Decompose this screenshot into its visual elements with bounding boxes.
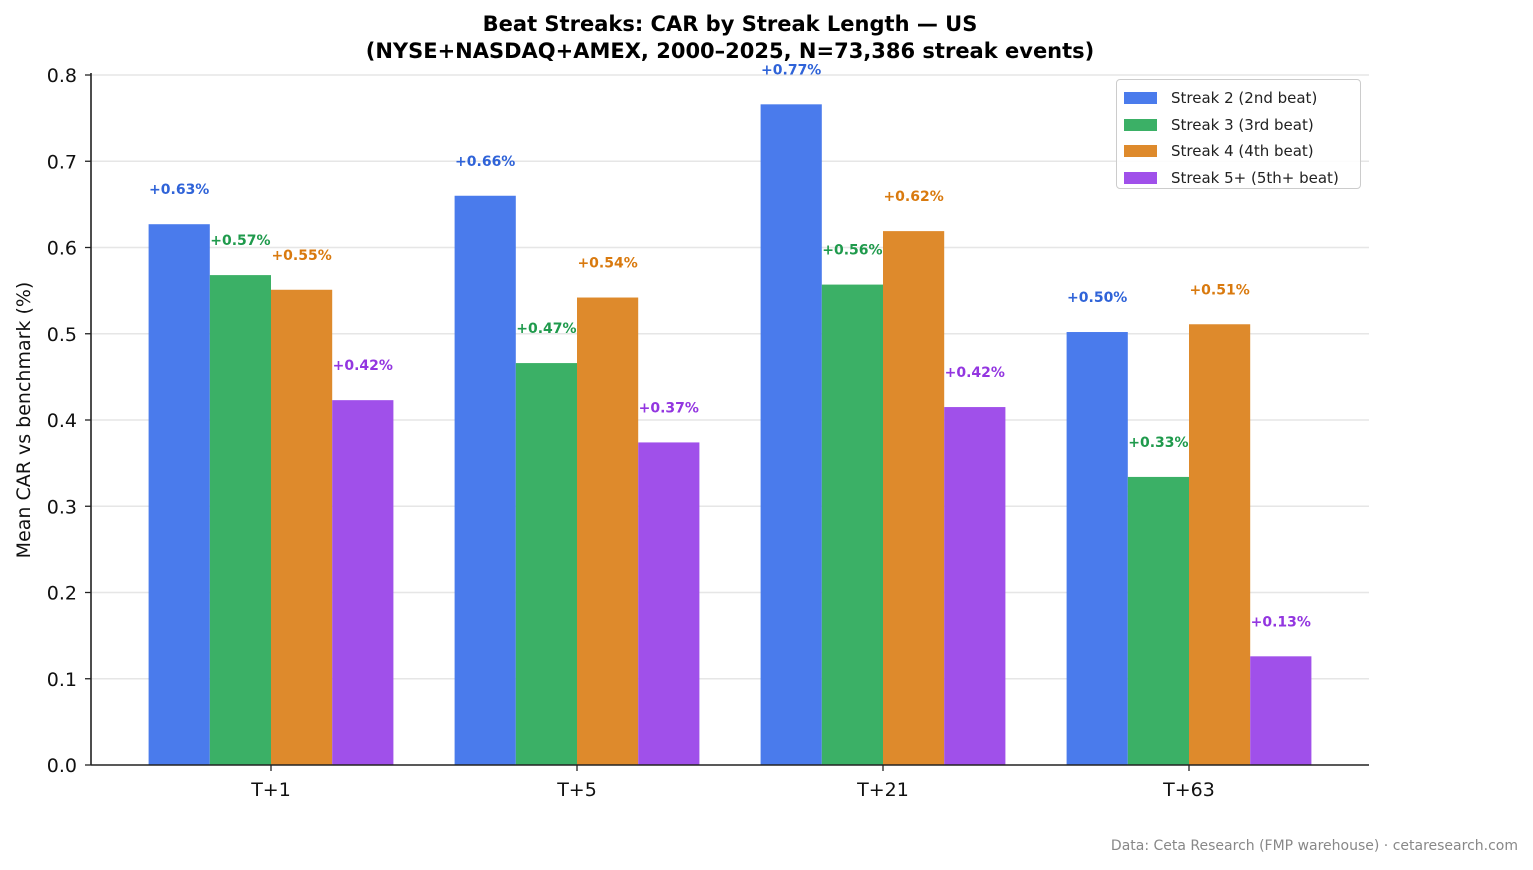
bar-value-label: +0.63% (149, 182, 209, 198)
bar (1066, 332, 1128, 765)
y-tick-label: 0.5 (47, 324, 77, 346)
bar (515, 363, 577, 765)
legend-swatch (1124, 171, 1157, 184)
bar-value-label: +0.47% (516, 321, 576, 337)
legend-swatch (1124, 145, 1157, 158)
chart-title-main: Beat Streaks: CAR by Streak Length — US (482, 12, 978, 36)
bar (944, 407, 1006, 765)
bar-value-label: +0.50% (1067, 290, 1127, 306)
legend-item: Streak 3 (3rd beat) (1117, 112, 1360, 139)
y-tick-label: 0.0 (47, 755, 77, 777)
legend-item: Streak 5+ (5th+ beat) (1117, 165, 1360, 192)
bar-value-label: +0.33% (1128, 435, 1188, 451)
chart-title: Beat Streaks: CAR by Streak Length — US … (0, 11, 1460, 65)
x-tick-label: T+5 (556, 779, 597, 801)
legend-label: Streak 2 (2nd beat) (1171, 89, 1318, 108)
bar-value-label: +0.66% (455, 154, 515, 170)
bar (332, 400, 394, 765)
bar-value-labels: +0.63% +0.66% +0.77% +0.50% +0.57% +0.47% +0.5… (149, 62, 1311, 630)
bar (209, 275, 271, 765)
bar (1189, 324, 1251, 765)
bar (454, 195, 516, 765)
bar (577, 297, 639, 765)
bar (148, 224, 210, 765)
bar (821, 284, 883, 765)
bar (883, 231, 945, 766)
bars (148, 104, 1312, 766)
bar-value-label: +0.77% (761, 62, 821, 78)
bar-value-label: +0.54% (577, 256, 637, 272)
legend-swatch (1124, 118, 1157, 131)
y-tick-label: 0.7 (47, 151, 77, 173)
y-tick-label: 0.8 (47, 65, 77, 87)
axes: 0.0 0.1 0.2 0.3 0.4 0.5 0.6 0.7 0.8 T+1 T+5 T+21 T+6… (47, 65, 1369, 801)
legend-label: Streak 5+ (5th+ beat) (1171, 168, 1339, 187)
bar-value-label: +0.42% (945, 365, 1005, 381)
y-tick-label: 0.4 (47, 410, 77, 432)
x-tick-label: T+1 (250, 779, 291, 801)
bar-value-label: +0.56% (822, 243, 882, 259)
legend-swatch (1124, 92, 1157, 105)
bar-value-label: +0.57% (210, 233, 270, 249)
bar-value-label: +0.51% (1189, 282, 1249, 298)
bar (638, 442, 700, 765)
x-tick-label: T+63 (1162, 779, 1215, 801)
y-tick-label: 0.3 (47, 496, 77, 518)
data-source-note: Data: Ceta Research (FMP warehouse) · ce… (1110, 838, 1518, 854)
bar-value-label: +0.55% (271, 248, 331, 264)
y-tick-label: 0.1 (47, 669, 77, 691)
legend-label: Streak 4 (4th beat) (1171, 142, 1314, 161)
bar (760, 104, 822, 765)
legend-item: Streak 2 (2nd beat) (1117, 85, 1360, 112)
y-tick-label: 0.6 (47, 238, 77, 260)
bar (271, 289, 333, 765)
bar (1127, 476, 1189, 765)
legend-item: Streak 4 (4th beat) (1117, 138, 1360, 165)
bar (1250, 656, 1312, 765)
y-tick-label: 0.2 (47, 583, 77, 605)
y-axis-label: Mean CAR vs benchmark (%) (13, 282, 35, 559)
x-tick-label: T+21 (856, 779, 909, 801)
legend-label: Streak 3 (3rd beat) (1171, 115, 1314, 134)
legend: Streak 2 (2nd beat) Streak 3 (3rd beat) St… (1116, 79, 1361, 189)
bar-value-label: +0.42% (333, 358, 393, 374)
bar-value-label: +0.37% (639, 400, 699, 416)
chart-subtitle: (NYSE+NASDAQ+AMEX, 2000–2025, N=73,386 s… (365, 39, 1095, 63)
bar-value-label: +0.13% (1251, 614, 1311, 630)
bar-value-label: +0.62% (883, 189, 943, 205)
